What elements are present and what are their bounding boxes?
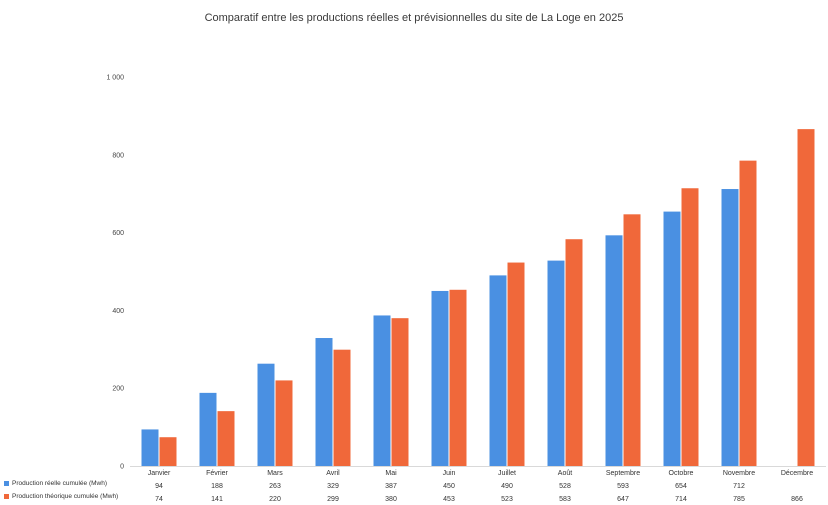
legend-swatch — [4, 494, 9, 499]
x-category-label: Novembre — [723, 470, 755, 477]
bar-theorique — [681, 188, 699, 466]
data-table-value: 329 — [327, 483, 339, 490]
bar-theorique — [739, 160, 757, 466]
x-category-label: Août — [558, 470, 572, 477]
x-category-label: Avril — [326, 470, 340, 477]
bar-theorique — [333, 349, 351, 466]
y-tick-label: 0 — [120, 464, 124, 471]
data-table-value: 453 — [443, 496, 455, 503]
bar-reelle — [663, 211, 681, 466]
data-table-value: 490 — [501, 483, 513, 490]
chart-title: Comparatif entre les productions réelles… — [204, 12, 624, 24]
data-table-value: 528 — [559, 483, 571, 490]
bar-reelle — [489, 275, 507, 466]
data-table-value: 141 — [211, 496, 223, 503]
bar-theorique — [449, 289, 467, 466]
x-category-label: Mai — [385, 470, 397, 477]
legend-label: Production réelle cumulée (Mwh) — [12, 480, 107, 487]
bar-theorique — [217, 411, 235, 466]
x-category-label: Décembre — [781, 470, 813, 477]
x-category-label: Juin — [443, 470, 456, 477]
data-table-value: 220 — [269, 496, 281, 503]
legend-swatch — [4, 481, 9, 486]
y-tick-label: 400 — [112, 308, 124, 315]
data-table-value: 785 — [733, 496, 745, 503]
data-table-value: 647 — [617, 496, 629, 503]
data-table-value: 583 — [559, 496, 571, 503]
y-tick-label: 200 — [112, 386, 124, 393]
data-table-value: 523 — [501, 496, 513, 503]
bar-reelle — [431, 290, 449, 466]
data-table-value: 94 — [155, 483, 163, 490]
data-table-value: 74 — [155, 496, 163, 503]
bar-reelle — [257, 363, 275, 466]
data-table-value: 188 — [211, 483, 223, 490]
x-category-label: Septembre — [606, 470, 640, 477]
bar-reelle — [373, 315, 391, 466]
bar-reelle — [721, 189, 739, 467]
bar-theorique — [391, 318, 409, 466]
data-table-value: 450 — [443, 483, 455, 490]
x-category-label: Juillet — [498, 470, 516, 477]
bar-theorique — [565, 239, 583, 466]
bar-theorique — [623, 214, 641, 466]
bar-theorique — [159, 437, 177, 466]
data-table-value: 866 — [791, 496, 803, 503]
y-tick-label: 600 — [112, 230, 124, 237]
x-category-label: Janvier — [148, 470, 171, 477]
bar-reelle — [199, 392, 217, 466]
data-table-value: 712 — [733, 483, 745, 490]
y-tick-label: 1 000 — [106, 75, 124, 82]
data-table-value: 263 — [269, 483, 281, 490]
bar-reelle — [141, 429, 159, 466]
bar-theorique — [507, 262, 525, 466]
bar-theorique — [275, 380, 293, 466]
bar-reelle — [605, 235, 623, 466]
data-table-value: 654 — [675, 483, 687, 490]
data-table-value: 593 — [617, 483, 629, 490]
x-category-label: Février — [206, 470, 228, 477]
data-table-value: 299 — [327, 496, 339, 503]
data-table-value: 714 — [675, 496, 687, 503]
bar-reelle — [315, 338, 333, 466]
data-table-value: 387 — [385, 483, 397, 490]
bar-theorique — [797, 129, 815, 466]
y-tick-label: 800 — [112, 152, 124, 159]
x-category-label: Octobre — [669, 470, 694, 477]
bar-reelle — [547, 260, 565, 466]
legend-label: Production théorique cumulée (Mwh) — [12, 493, 118, 500]
data-table-value: 380 — [385, 496, 397, 503]
x-category-label: Mars — [267, 470, 283, 477]
